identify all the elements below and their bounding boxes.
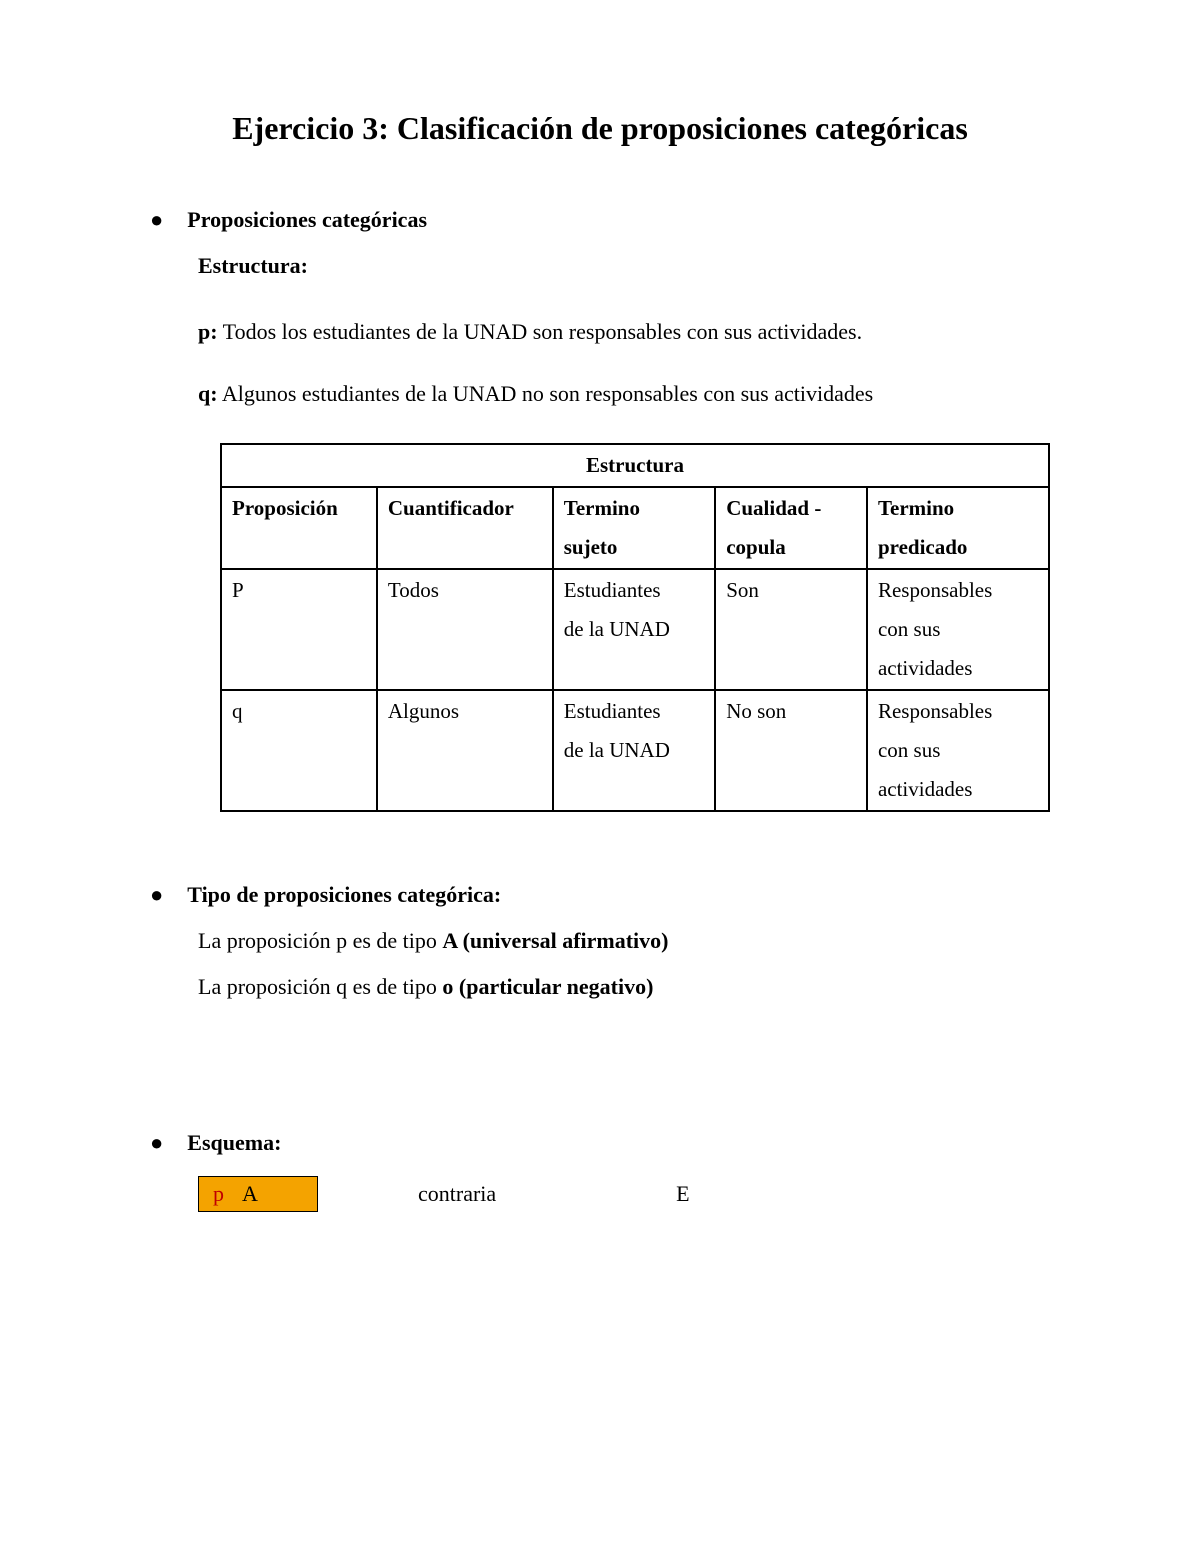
section2-heading: Tipo de proposiciones categórica: bbox=[187, 882, 501, 908]
cell-predicado: Responsables con sus actividades bbox=[867, 569, 1049, 690]
box-a-label: A bbox=[242, 1181, 258, 1207]
bullet-icon: ● bbox=[150, 884, 163, 906]
tipo1-pre: La proposición p es de tipo bbox=[198, 928, 442, 953]
section3-heading: Esquema: bbox=[187, 1130, 281, 1156]
table-row: q Algunos Estudiantes de la UNAD No son … bbox=[221, 690, 1049, 811]
table-title: Estructura bbox=[221, 444, 1049, 487]
box-p-label: p bbox=[213, 1181, 224, 1207]
section1-heading: Proposiciones categóricas bbox=[187, 207, 427, 233]
contraria-label: contraria bbox=[418, 1181, 496, 1207]
bullet-tipo: ● Tipo de proposiciones categórica: bbox=[150, 882, 1050, 908]
esquema-row: p A contraria E bbox=[198, 1176, 1050, 1212]
cell-cuant: Algunos bbox=[377, 690, 553, 811]
cell-predicado: Responsables con sus actividades bbox=[867, 690, 1049, 811]
bullet-icon: ● bbox=[150, 1132, 163, 1154]
col-copula: Cualidad - copula bbox=[715, 487, 867, 569]
tipo1-bold: A (universal afirmativo) bbox=[442, 928, 668, 953]
e-label: E bbox=[676, 1181, 689, 1207]
box-pa: p A bbox=[198, 1176, 318, 1212]
col-proposicion: Proposición bbox=[221, 487, 377, 569]
cell-sujeto: Estudiantes de la UNAD bbox=[553, 569, 715, 690]
col-sujeto: Termino sujeto bbox=[553, 487, 715, 569]
esquema-block: ● Esquema: p A contraria E bbox=[150, 1130, 1050, 1212]
bullet-icon: ● bbox=[150, 209, 163, 231]
tipo-line-2: La proposición q es de tipo o (particula… bbox=[198, 974, 1050, 1000]
q-text: Algunos estudiantes de la UNAD no son re… bbox=[218, 381, 874, 406]
tipo-line-1: La proposición p es de tipo A (universal… bbox=[198, 928, 1050, 954]
prop-q-line: q: Algunos estudiantes de la UNAD no son… bbox=[198, 381, 1050, 407]
page-title: Ejercicio 3: Clasificación de proposicio… bbox=[150, 110, 1050, 147]
bullet-esquema: ● Esquema: bbox=[150, 1130, 1050, 1156]
page: Ejercicio 3: Clasificación de proposicio… bbox=[0, 0, 1200, 1553]
estructura-label: Estructura: bbox=[198, 253, 1050, 279]
tipo2-bold: o (particular negativo) bbox=[442, 974, 653, 999]
prop-p-line: p: Todos los estudiantes de la UNAD son … bbox=[198, 319, 1050, 345]
table-row: P Todos Estudiantes de la UNAD Son Respo… bbox=[221, 569, 1049, 690]
p-text: Todos los estudiantes de la UNAD son res… bbox=[218, 319, 863, 344]
tipo2-pre: La proposición q es de tipo bbox=[198, 974, 442, 999]
estructura-table: Estructura Proposición Cuantificador Ter… bbox=[220, 443, 1050, 812]
cell-cuant: Todos bbox=[377, 569, 553, 690]
cell-sujeto: Estudiantes de la UNAD bbox=[553, 690, 715, 811]
cell-prop: q bbox=[221, 690, 377, 811]
col-predicado: Termino predicado bbox=[867, 487, 1049, 569]
q-key: q: bbox=[198, 381, 218, 406]
col-cuantificador: Cuantificador bbox=[377, 487, 553, 569]
cell-copula: Son bbox=[715, 569, 867, 690]
cell-prop: P bbox=[221, 569, 377, 690]
p-key: p: bbox=[198, 319, 218, 344]
bullet-proposiciones: ● Proposiciones categóricas bbox=[150, 207, 1050, 233]
cell-copula: No son bbox=[715, 690, 867, 811]
